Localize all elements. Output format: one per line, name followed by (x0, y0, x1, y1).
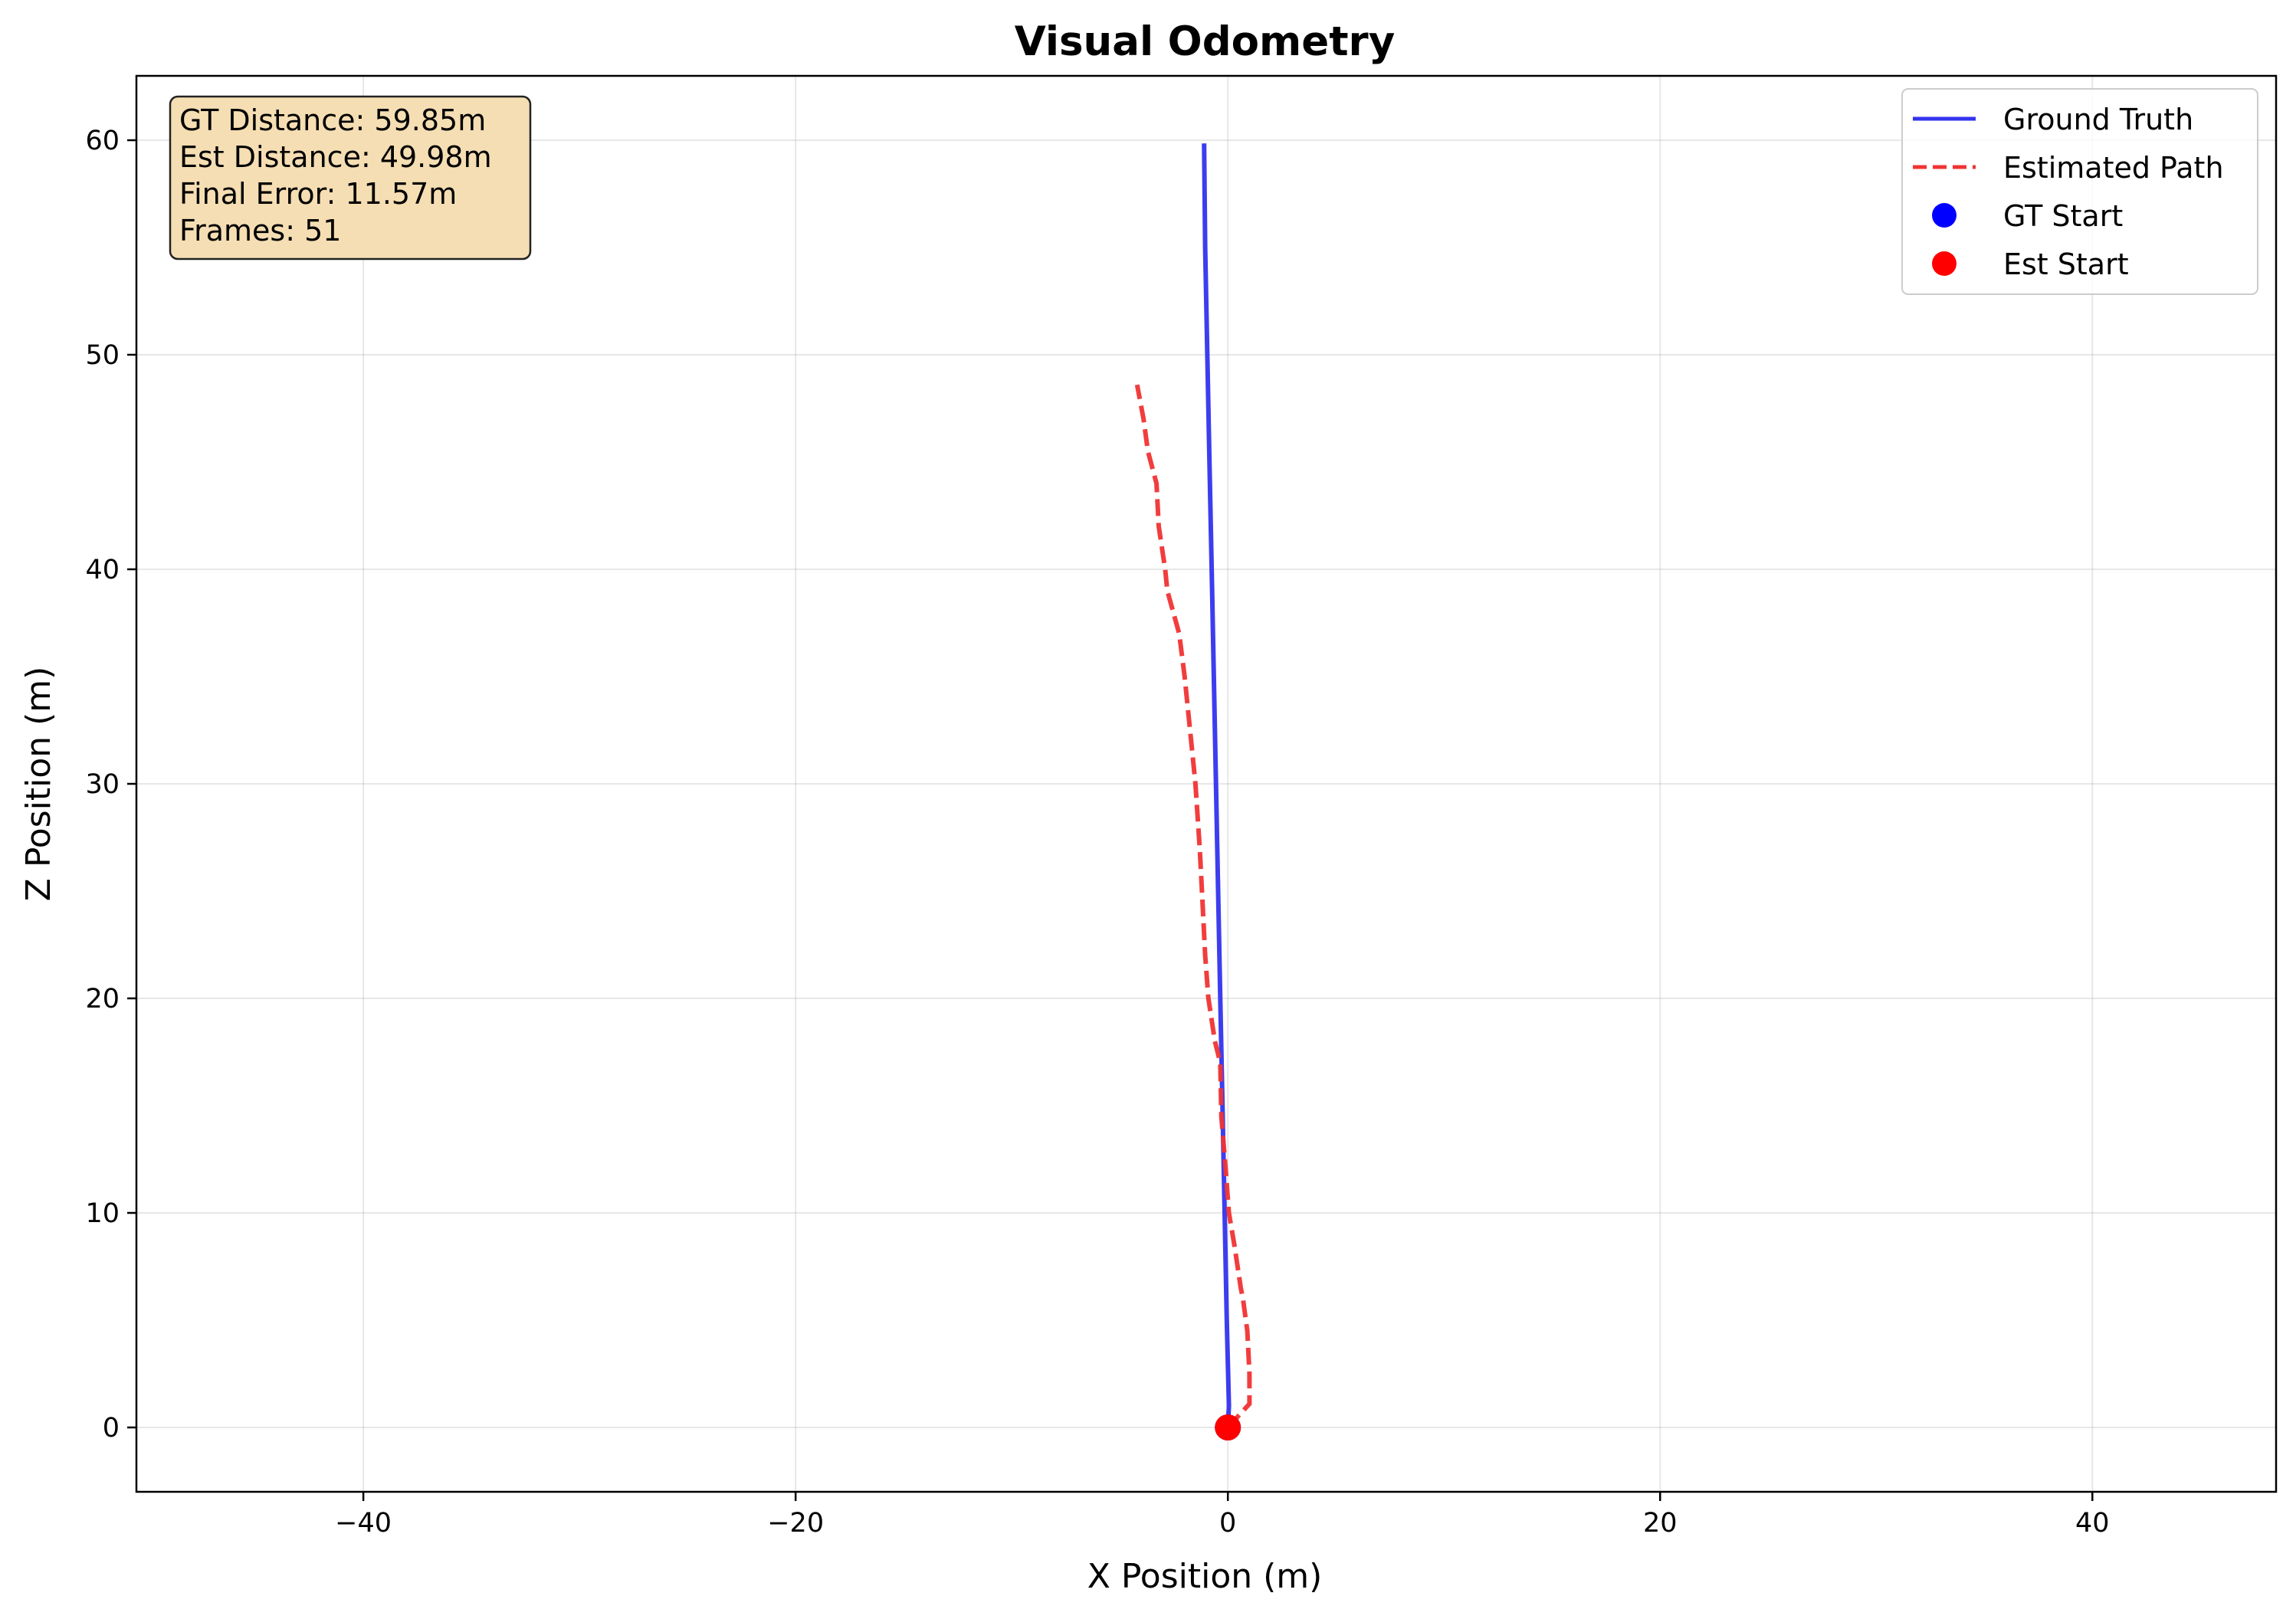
y-tick-label: 30 (85, 769, 120, 800)
y-tick-label: 60 (85, 126, 120, 156)
y-tick-label: 10 (85, 1198, 120, 1229)
estimated-path-line (1134, 384, 1252, 1430)
y-tick-label: 50 (85, 340, 120, 371)
stats-gt-distance: GT Distance: 59.85m (179, 103, 486, 137)
est-start-marker (1215, 1414, 1241, 1440)
y-axis-label: Z Position (m) (19, 667, 58, 902)
x-tick-label: −20 (767, 1508, 824, 1539)
legend-estimated-path-label: Estimated Path (2003, 151, 2224, 185)
x-tick-label: 40 (2075, 1508, 2110, 1539)
legend: Ground Truth Estimated Path GT Start Est… (1901, 88, 2258, 295)
stats-frames: Frames: 51 (179, 214, 341, 247)
x-axis-ticks: −40 −20 0 20 40 (335, 1492, 2110, 1539)
legend-est-start-label: Est Start (2003, 247, 2129, 281)
x-axis-label: X Position (m) (1087, 1557, 1323, 1596)
stats-est-distance: Est Distance: 49.98m (179, 140, 492, 174)
y-axis-ticks: 0 10 20 30 40 50 60 (85, 126, 136, 1444)
x-tick-label: 20 (1643, 1508, 1678, 1539)
stats-box-background (169, 95, 532, 261)
chart-title: Visual Odometry (1015, 18, 1396, 65)
y-tick-label: 0 (103, 1413, 120, 1444)
legend-box (1901, 88, 2258, 295)
legend-est-start-marker (1932, 251, 1957, 276)
start-markers (1215, 1414, 1241, 1440)
y-tick-label: 40 (85, 555, 120, 585)
stats-final-error: Final Error: 11.57m (179, 177, 457, 211)
legend-ground-truth-label: Ground Truth (2003, 103, 2193, 136)
x-tick-label: −40 (335, 1508, 392, 1539)
plot-series (1134, 143, 1252, 1430)
x-tick-label: 0 (1219, 1508, 1236, 1539)
y-tick-label: 20 (85, 984, 120, 1014)
ground-truth-line (1202, 143, 1232, 1428)
legend-gt-start-marker (1932, 203, 1957, 228)
stats-annotation-box: GT Distance: 59.85m Est Distance: 49.98m… (169, 95, 532, 261)
legend-gt-start-label: GT Start (2003, 199, 2123, 233)
